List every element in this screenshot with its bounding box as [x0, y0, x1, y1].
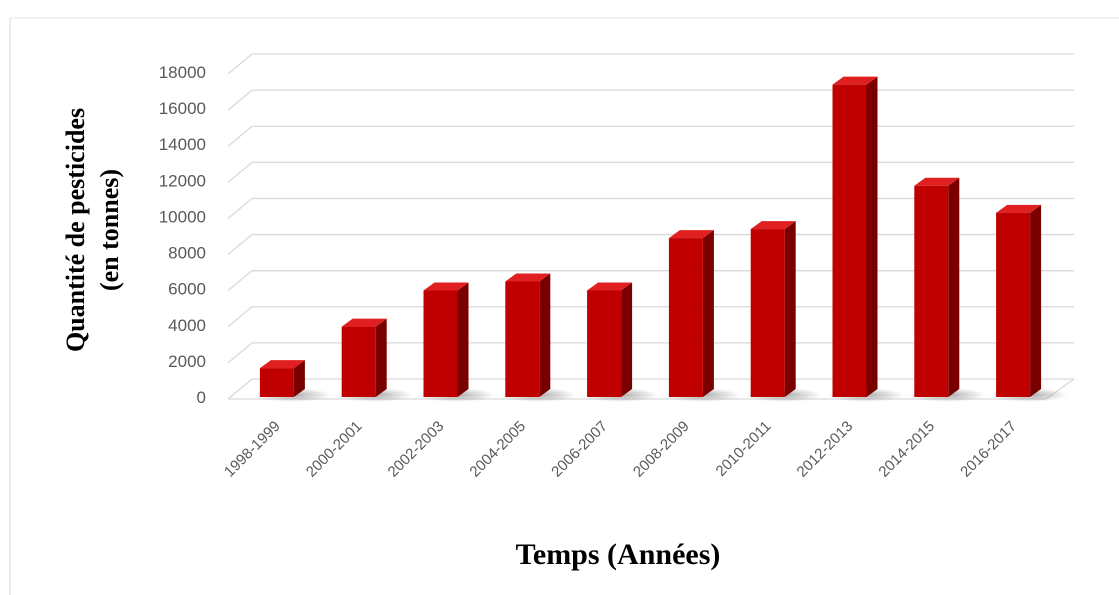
y-tick-label: 2000 [168, 352, 206, 371]
bar-side [375, 318, 387, 397]
y-tick-label: 4000 [168, 316, 206, 335]
y-tick-label: 6000 [168, 280, 206, 299]
x-tick-label: 2006-2007 [548, 418, 611, 481]
bar-side [948, 177, 960, 397]
gridline-depth [227, 378, 253, 400]
gridline-depth [227, 306, 253, 328]
bar [423, 290, 458, 397]
x-tick-label: 2016-2017 [957, 418, 1020, 481]
gridline-depth [227, 270, 253, 292]
y-tick-label: 12000 [159, 171, 206, 190]
x-tick-label: 2000-2001 [303, 418, 366, 481]
bar-top [832, 76, 878, 85]
y-tick-label: 10000 [159, 207, 206, 226]
x-tick-label: 2014-2015 [875, 418, 938, 481]
bar [259, 368, 294, 397]
x-tick-label: 2004-2005 [466, 418, 529, 481]
bar [914, 185, 949, 397]
bar [750, 229, 785, 397]
y-axis-title-line1: Quantité de pesticides [61, 108, 90, 352]
gridline-depth [227, 342, 253, 364]
bar-side [784, 221, 796, 397]
y-tick-label: 16000 [159, 99, 206, 118]
gridline-depth [227, 161, 253, 183]
bar-top [587, 282, 633, 291]
gridline-depth [227, 89, 253, 111]
x-tick-label: 2010-2011 [713, 418, 775, 480]
y-axis-title-line2: (en tonnes) [95, 169, 124, 291]
bar-side [293, 360, 305, 397]
x-axis-tick-labels: 1998-1999 2000-2001 2002-2003 2004-2005 2006… [221, 418, 1020, 481]
bar-top [505, 273, 551, 282]
bar-side [866, 76, 878, 397]
x-tick-label: 2012-2013 [794, 418, 857, 481]
bar-top [668, 230, 714, 239]
bar-top [423, 282, 469, 291]
y-tick-label: 14000 [159, 135, 206, 154]
bar-side [457, 282, 469, 397]
bar [505, 281, 540, 397]
x-tick-label: 2008-2009 [630, 418, 693, 481]
bar-top [259, 360, 305, 369]
bars [254, 76, 1068, 402]
y-tick-label: 18000 [159, 63, 206, 82]
bar-side [539, 273, 551, 397]
x-axis-title: Temps (Années) [516, 538, 721, 571]
bar-side [1030, 204, 1042, 397]
x-tick-label: 2002-2003 [385, 418, 448, 481]
gridline-depth [227, 53, 253, 75]
bar [996, 212, 1031, 397]
bar-side [621, 282, 633, 397]
bar-top [341, 318, 387, 327]
bar-top [996, 204, 1042, 213]
bar [668, 238, 703, 397]
bar [587, 290, 622, 397]
bar [341, 326, 376, 397]
gridline-depth [227, 197, 253, 219]
y-axis-tick-labels: 0 2000 4000 6000 8000 10000 12000 14000 16000 180… [159, 63, 206, 407]
y-tick-label: 0 [197, 388, 206, 407]
gridline-depth [227, 234, 253, 256]
bar-side [702, 230, 714, 397]
x-tick-label: 1998-1999 [221, 418, 284, 481]
gridline-depth [227, 125, 253, 147]
bar [832, 84, 867, 397]
bar-top [750, 221, 796, 230]
bar-top [914, 177, 960, 186]
y-tick-label: 8000 [168, 244, 206, 263]
